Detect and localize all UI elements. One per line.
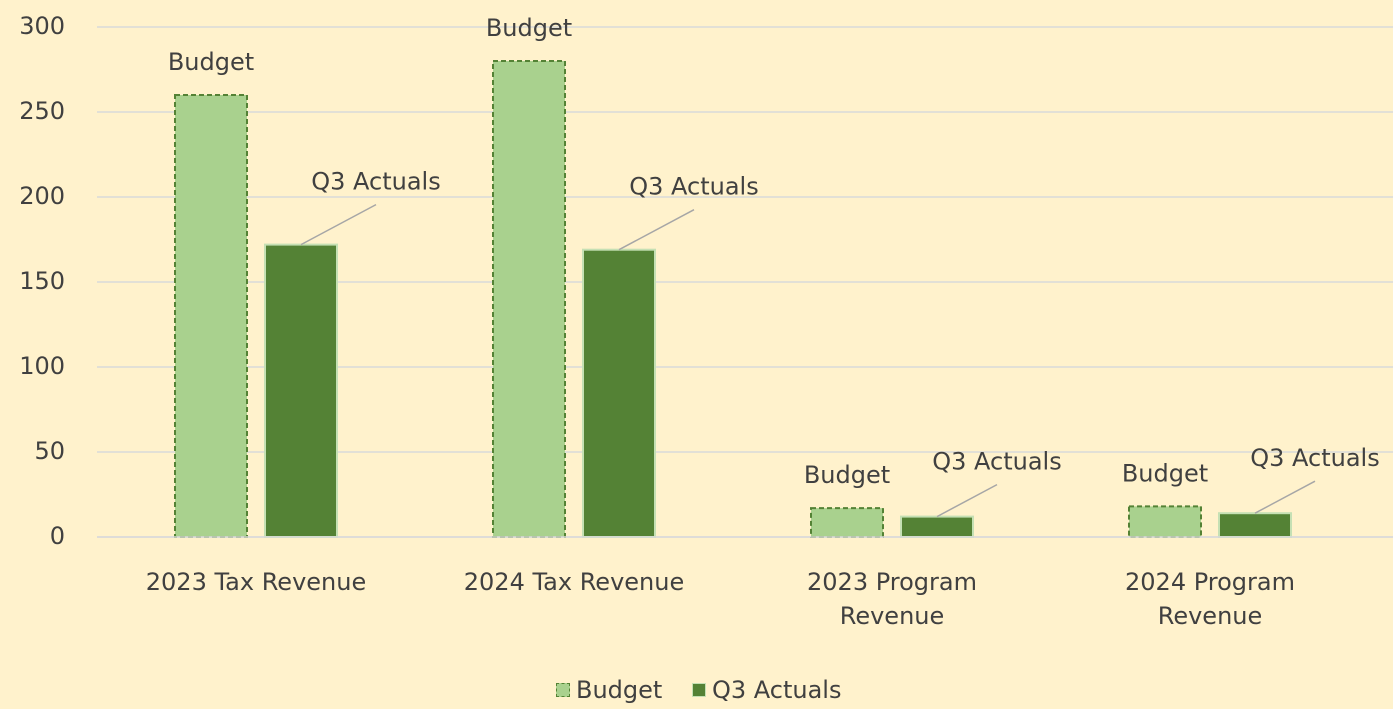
bar — [264, 243, 338, 538]
legend-label: Q3 Actuals — [712, 676, 842, 704]
x-tick-label: 2024 Tax Revenue — [463, 568, 685, 596]
legend-item: Q3 Actuals — [692, 676, 841, 704]
data-label: Budget — [804, 461, 890, 489]
leader-line — [936, 483, 998, 518]
y-tick-label: 0 — [50, 522, 65, 550]
data-label: Q3 Actuals — [629, 173, 758, 201]
bar — [1128, 505, 1202, 538]
x-tick-label: 2023 Program Revenue — [807, 568, 977, 630]
legend-swatch — [692, 683, 706, 697]
y-tick-label: 100 — [19, 352, 65, 380]
x-tick-label: 2023 Tax Revenue — [145, 568, 367, 596]
data-label: Q3 Actuals — [1250, 444, 1379, 472]
legend-swatch — [556, 683, 570, 697]
y-tick-label: 250 — [19, 97, 65, 125]
bar — [1218, 512, 1292, 539]
leader-line — [300, 203, 377, 246]
bar — [810, 507, 884, 539]
bar — [582, 248, 656, 538]
legend-item: Budget — [556, 676, 662, 704]
bar — [492, 60, 566, 538]
leader-line — [618, 209, 695, 251]
leader-line — [1254, 480, 1316, 514]
data-label: Q3 Actuals — [311, 168, 440, 196]
data-label: Budget — [168, 48, 254, 76]
y-tick-label: 300 — [19, 12, 65, 40]
data-label: Budget — [1122, 459, 1208, 487]
bar — [900, 515, 974, 538]
legend-label: Budget — [576, 676, 663, 704]
data-label: Budget — [486, 14, 572, 42]
y-tick-label: 150 — [19, 267, 65, 295]
bar — [174, 94, 248, 538]
x-tick-label: 2024 Program Revenue — [1125, 568, 1295, 630]
y-tick-label: 200 — [19, 182, 65, 210]
y-tick-label: 50 — [34, 437, 65, 465]
data-label: Q3 Actuals — [932, 448, 1061, 476]
